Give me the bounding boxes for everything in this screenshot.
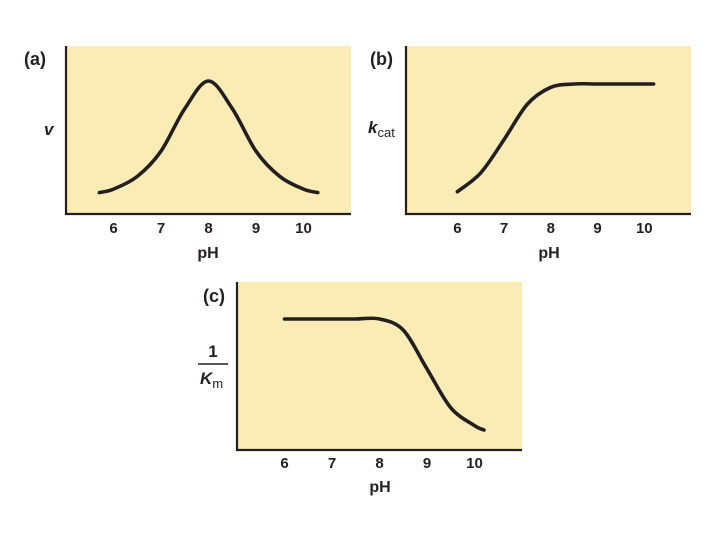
panel-a: (a) v 6 7 8 9 10 pH bbox=[24, 46, 351, 262]
panel-c-ylabel-numerator: 1 bbox=[208, 342, 217, 361]
panel-c-xtick-label: 7 bbox=[328, 455, 336, 472]
panel-b-tag: (b) bbox=[370, 49, 393, 69]
panel-a-ylabel: v bbox=[44, 120, 55, 139]
panel-b-ylabel-sub: cat bbox=[377, 125, 395, 140]
panel-a-xtick-label: 9 bbox=[252, 220, 260, 237]
panel-c-ylabel-denominator: Km bbox=[200, 369, 223, 391]
panel-a-axes bbox=[64, 46, 351, 216]
panel-c-curve bbox=[282, 316, 486, 432]
panel-c-tag: (c) bbox=[203, 286, 225, 306]
panel-c-xticks: 6 7 8 9 10 bbox=[280, 455, 483, 472]
panel-c-xlabel: pH bbox=[369, 479, 390, 496]
panel-b-plot-area bbox=[406, 46, 691, 214]
panel-b-xtick-label: 8 bbox=[547, 220, 555, 237]
panel-a-xtick-label: 6 bbox=[109, 220, 117, 237]
panel-a-xtick-label: 8 bbox=[204, 220, 212, 237]
panel-a-tag: (a) bbox=[24, 49, 46, 69]
panel-c-xtick-label: 10 bbox=[466, 455, 483, 472]
panel-c-ylabel-k: K bbox=[200, 369, 214, 388]
panel-b-xlabel: pH bbox=[538, 245, 559, 262]
panel-c-ylabel-sub: m bbox=[212, 376, 223, 391]
panel-a-curve bbox=[97, 79, 320, 195]
panel-c-xtick-label: 6 bbox=[280, 455, 288, 472]
panel-a-xlabel: pH bbox=[197, 245, 218, 262]
panel-c-xtick-label: 9 bbox=[423, 455, 431, 472]
panel-b: (b) kcat 6 7 8 9 10 pH bbox=[368, 46, 691, 262]
panel-a-xtick-label: 7 bbox=[157, 220, 165, 237]
panel-c-plot-area bbox=[237, 282, 522, 450]
panel-b-curve bbox=[455, 81, 656, 194]
panel-b-ylabel-k: k bbox=[368, 118, 379, 137]
panel-a-xticks: 6 7 8 9 10 bbox=[109, 220, 312, 237]
panel-c: (c) 1 Km 6 7 8 9 10 pH bbox=[198, 282, 522, 496]
panel-b-ylabel: kcat bbox=[368, 118, 395, 140]
panel-b-xtick-label: 6 bbox=[453, 220, 461, 237]
panel-a-plot-area bbox=[66, 46, 351, 214]
panel-c-xtick-label: 8 bbox=[375, 455, 383, 472]
panel-b-xtick-label: 10 bbox=[636, 220, 653, 237]
panel-c-axes bbox=[235, 282, 522, 452]
panel-b-xtick-label: 9 bbox=[593, 220, 601, 237]
panel-b-axes bbox=[404, 46, 691, 216]
panel-b-xticks: 6 7 8 9 10 bbox=[453, 220, 652, 237]
panel-b-xtick-label: 7 bbox=[500, 220, 508, 237]
panel-a-xtick-label: 10 bbox=[295, 220, 312, 237]
